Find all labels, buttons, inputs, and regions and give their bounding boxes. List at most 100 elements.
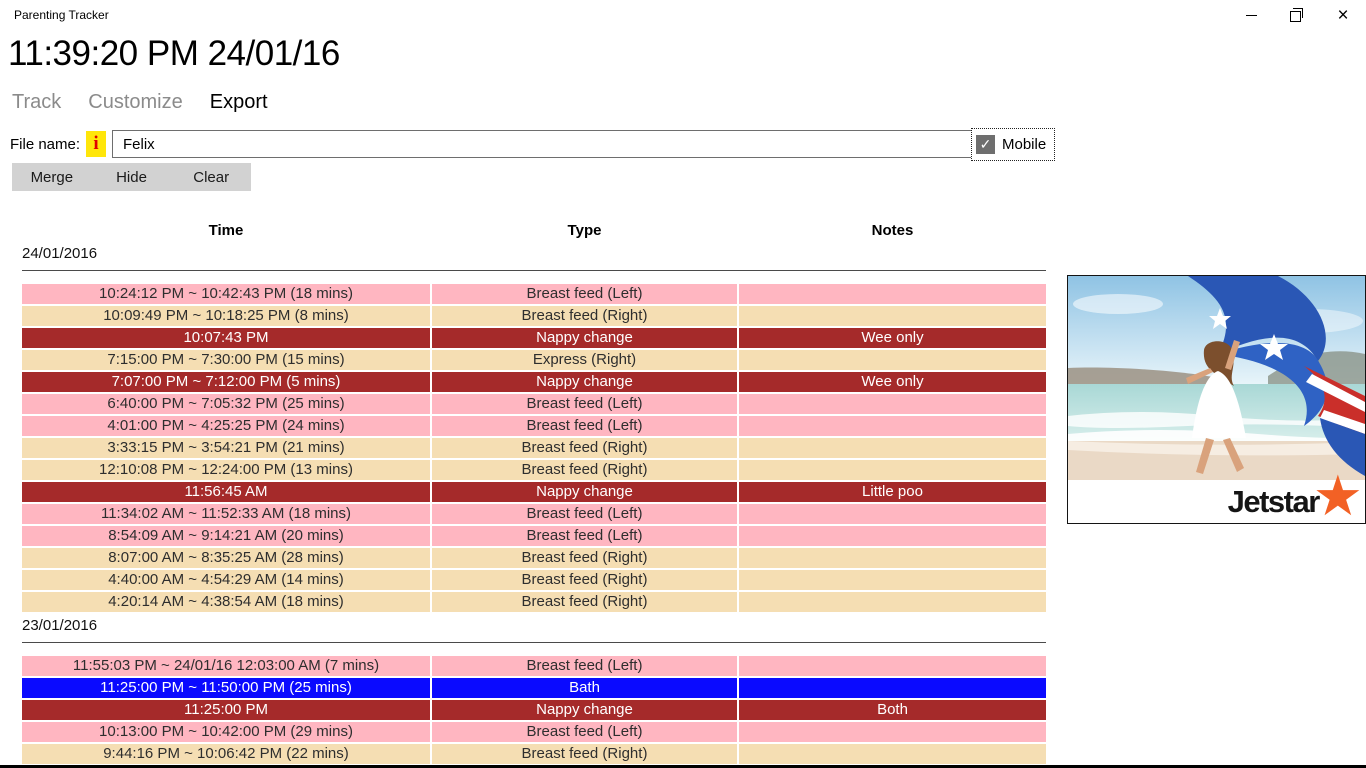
table-body: 24/01/2016 10:24:12 PM ~ 10:42:43 PM (18 …	[22, 245, 1046, 764]
cell-type: Nappy change	[432, 482, 737, 502]
cell-time: 4:20:14 AM ~ 4:38:54 AM (18 mins)	[22, 592, 430, 612]
cell-time: 10:09:49 PM ~ 10:18:25 PM (8 mins)	[22, 306, 430, 326]
cell-type: Breast feed (Left)	[432, 526, 737, 546]
cell-time: 8:07:00 AM ~ 8:35:25 AM (28 mins)	[22, 548, 430, 568]
minimize-icon	[1245, 14, 1257, 16]
cell-time: 11:55:03 PM ~ 24/01/16 12:03:00 AM (7 mi…	[22, 656, 430, 676]
date-label: 23/01/2016	[22, 617, 98, 634]
date-divider	[22, 642, 1046, 643]
table-row[interactable]: 11:56:45 AM Nappy change Little poo	[22, 482, 1046, 502]
cell-type: Breast feed (Right)	[432, 438, 737, 458]
cell-notes	[739, 460, 1046, 480]
table-row[interactable]: 4:40:00 AM ~ 4:54:29 AM (14 mins) Breast …	[22, 570, 1046, 590]
hide-button[interactable]: Hide	[92, 163, 172, 191]
cell-time: 11:25:00 PM	[22, 700, 430, 720]
table-row[interactable]: 3:33:15 PM ~ 3:54:21 PM (21 mins) Breast …	[22, 438, 1046, 458]
cell-time: 3:33:15 PM ~ 3:54:21 PM (21 mins)	[22, 438, 430, 458]
column-header-time: Time	[208, 222, 244, 239]
close-icon: ×	[1337, 4, 1349, 26]
table-row[interactable]: 12:10:08 PM ~ 12:24:00 PM (13 mins) Breas…	[22, 460, 1046, 480]
table-row[interactable]: 10:24:12 PM ~ 10:42:43 PM (18 mins) Breas…	[22, 284, 1046, 304]
table-row[interactable]: 4:01:00 PM ~ 4:25:25 PM (24 mins) Breast …	[22, 416, 1046, 436]
table-header-row: Time Type Notes	[22, 222, 1046, 240]
cell-type: Breast feed (Left)	[432, 416, 737, 436]
events-table: Time Type Notes 24/01/2016 10:24:12 PM ~ …	[22, 222, 1046, 766]
cell-time: 11:34:02 AM ~ 11:52:33 AM (18 mins)	[22, 504, 430, 524]
file-name-label: File name:	[10, 136, 81, 153]
clear-button[interactable]: Clear	[171, 163, 251, 191]
cell-time: 8:54:09 AM ~ 9:14:21 AM (20 mins)	[22, 526, 430, 546]
mobile-checkbox-group[interactable]: ✓ Mobile	[971, 128, 1056, 161]
restore-button[interactable]	[1274, 0, 1320, 30]
cell-notes	[739, 570, 1046, 590]
cell-notes	[739, 656, 1046, 676]
clock-display: 11:39:20 PM 24/01/16	[8, 34, 340, 73]
table-row[interactable]: 10:09:49 PM ~ 10:18:25 PM (8 mins) Breast…	[22, 306, 1046, 326]
cell-notes	[739, 722, 1046, 742]
table-row[interactable]: 10:07:43 PM Nappy change Wee only	[22, 328, 1046, 348]
cell-notes	[739, 678, 1046, 698]
merge-button[interactable]: Merge	[12, 163, 92, 191]
cell-notes	[739, 592, 1046, 612]
restore-icon	[1290, 8, 1303, 22]
table-row[interactable]: 11:34:02 AM ~ 11:52:33 AM (18 mins) Breas…	[22, 504, 1046, 524]
cell-type: Breast feed (Left)	[432, 284, 737, 304]
table-row[interactable]: 11:25:00 PM Nappy change Both	[22, 700, 1046, 720]
table-row[interactable]: 7:15:00 PM ~ 7:30:00 PM (15 mins) Express…	[22, 350, 1046, 370]
table-row[interactable]: 6:40:00 PM ~ 7:05:32 PM (25 mins) Breast …	[22, 394, 1046, 414]
column-header-type: Type	[567, 222, 602, 239]
window-controls: ×	[1228, 0, 1366, 30]
cell-notes	[739, 438, 1046, 458]
cell-time: 7:07:00 PM ~ 7:12:00 PM (5 mins)	[22, 372, 430, 392]
cell-type: Bath	[432, 678, 737, 698]
cell-time: 6:40:00 PM ~ 7:05:32 PM (25 mins)	[22, 394, 430, 414]
cell-type: Breast feed (Right)	[432, 592, 737, 612]
cell-notes	[739, 744, 1046, 764]
ad-brand-text: Jetstar	[1227, 484, 1321, 519]
cell-type: Breast feed (Left)	[432, 656, 737, 676]
close-button[interactable]: ×	[1320, 0, 1366, 30]
cell-time: 12:10:08 PM ~ 12:24:00 PM (13 mins)	[22, 460, 430, 480]
table-row[interactable]: 7:07:00 PM ~ 7:12:00 PM (5 mins) Nappy ch…	[22, 372, 1046, 392]
table-row[interactable]: 8:07:00 AM ~ 8:35:25 AM (28 mins) Breast …	[22, 548, 1046, 568]
cell-notes	[739, 306, 1046, 326]
cell-type: Nappy change	[432, 372, 737, 392]
cell-type: Breast feed (Right)	[432, 306, 737, 326]
cell-type: Nappy change	[432, 328, 737, 348]
tab-export[interactable]: Export	[209, 91, 268, 113]
window-bottom-edge	[0, 765, 1366, 768]
mobile-checkbox-label: Mobile	[1002, 136, 1047, 153]
tab-customize[interactable]: Customize	[88, 91, 183, 113]
file-name-input[interactable]	[112, 130, 972, 158]
table-row[interactable]: 11:55:03 PM ~ 24/01/16 12:03:00 AM (7 mi…	[22, 656, 1046, 676]
cell-time: 9:44:16 PM ~ 10:06:42 PM (22 mins)	[22, 744, 430, 764]
mobile-checkbox[interactable]: ✓	[976, 135, 995, 154]
tab-bar: Track Customize Export	[12, 91, 268, 114]
cell-notes	[739, 504, 1046, 524]
cell-type: Nappy change	[432, 700, 737, 720]
cell-notes: Wee only	[739, 328, 1046, 348]
cell-notes	[739, 350, 1046, 370]
ad-star-icon: ★	[1312, 463, 1363, 524]
advertisement-banner[interactable]: Jetstar ★	[1067, 275, 1366, 524]
info-icon[interactable]: i	[86, 131, 106, 157]
table-row[interactable]: 11:25:00 PM ~ 11:50:00 PM (25 mins) Bath	[22, 678, 1046, 698]
table-row[interactable]: 10:13:00 PM ~ 10:42:00 PM (29 mins) Breas…	[22, 722, 1046, 742]
cell-time: 4:01:00 PM ~ 4:25:25 PM (24 mins)	[22, 416, 430, 436]
cell-time: 10:24:12 PM ~ 10:42:43 PM (18 mins)	[22, 284, 430, 304]
cell-type: Breast feed (Right)	[432, 460, 737, 480]
cell-type: Breast feed (Right)	[432, 744, 737, 764]
cell-type: Breast feed (Left)	[432, 722, 737, 742]
date-divider	[22, 270, 1046, 271]
tab-track[interactable]: Track	[12, 91, 62, 113]
table-row[interactable]: 4:20:14 AM ~ 4:38:54 AM (18 mins) Breast …	[22, 592, 1046, 612]
cell-notes	[739, 416, 1046, 436]
table-row[interactable]: 8:54:09 AM ~ 9:14:21 AM (20 mins) Breast …	[22, 526, 1046, 546]
column-header-notes: Notes	[871, 222, 914, 239]
minimize-button[interactable]	[1228, 0, 1274, 30]
cell-time: 10:07:43 PM	[22, 328, 430, 348]
table-row[interactable]: 9:44:16 PM ~ 10:06:42 PM (22 mins) Breast…	[22, 744, 1046, 764]
cell-notes: Wee only	[739, 372, 1046, 392]
date-label: 24/01/2016	[22, 245, 98, 262]
cell-type: Breast feed (Right)	[432, 570, 737, 590]
